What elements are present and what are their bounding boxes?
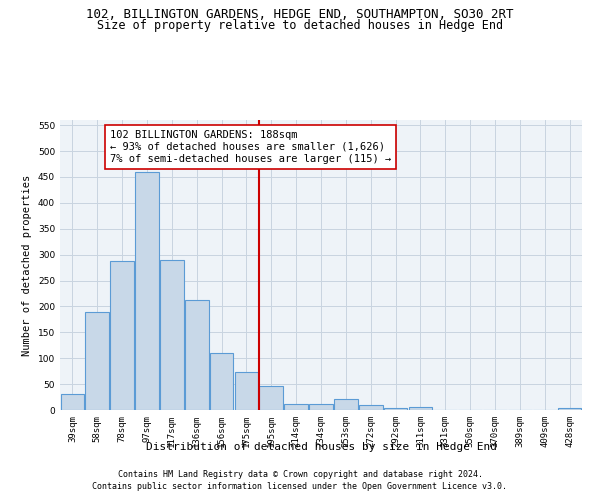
Text: Distribution of detached houses by size in Hedge End: Distribution of detached houses by size … [146,442,497,452]
Bar [210,353,233,410]
Text: 102 BILLINGTON GARDENS: 188sqm
← 93% of detached houses are smaller (1,626)
7% o: 102 BILLINGTON GARDENS: 188sqm ← 93% of … [110,130,391,164]
Bar [61,394,84,410]
Bar [384,408,407,410]
Text: Contains public sector information licensed under the Open Government Licence v3: Contains public sector information licen… [92,482,508,491]
Text: Contains HM Land Registry data © Crown copyright and database right 2024.: Contains HM Land Registry data © Crown c… [118,470,482,479]
Y-axis label: Number of detached properties: Number of detached properties [22,174,32,356]
Text: 102, BILLINGTON GARDENS, HEDGE END, SOUTHAMPTON, SO30 2RT: 102, BILLINGTON GARDENS, HEDGE END, SOUT… [86,8,514,20]
Bar [558,408,581,410]
Bar [235,372,258,410]
Bar [309,404,333,410]
Bar [160,260,184,410]
Bar [110,262,134,410]
Bar [409,408,432,410]
Bar [259,386,283,410]
Bar [85,312,109,410]
Text: Size of property relative to detached houses in Hedge End: Size of property relative to detached ho… [97,19,503,32]
Bar [334,399,358,410]
Bar [135,172,159,410]
Bar [284,404,308,410]
Bar [185,300,209,410]
Bar [359,406,383,410]
